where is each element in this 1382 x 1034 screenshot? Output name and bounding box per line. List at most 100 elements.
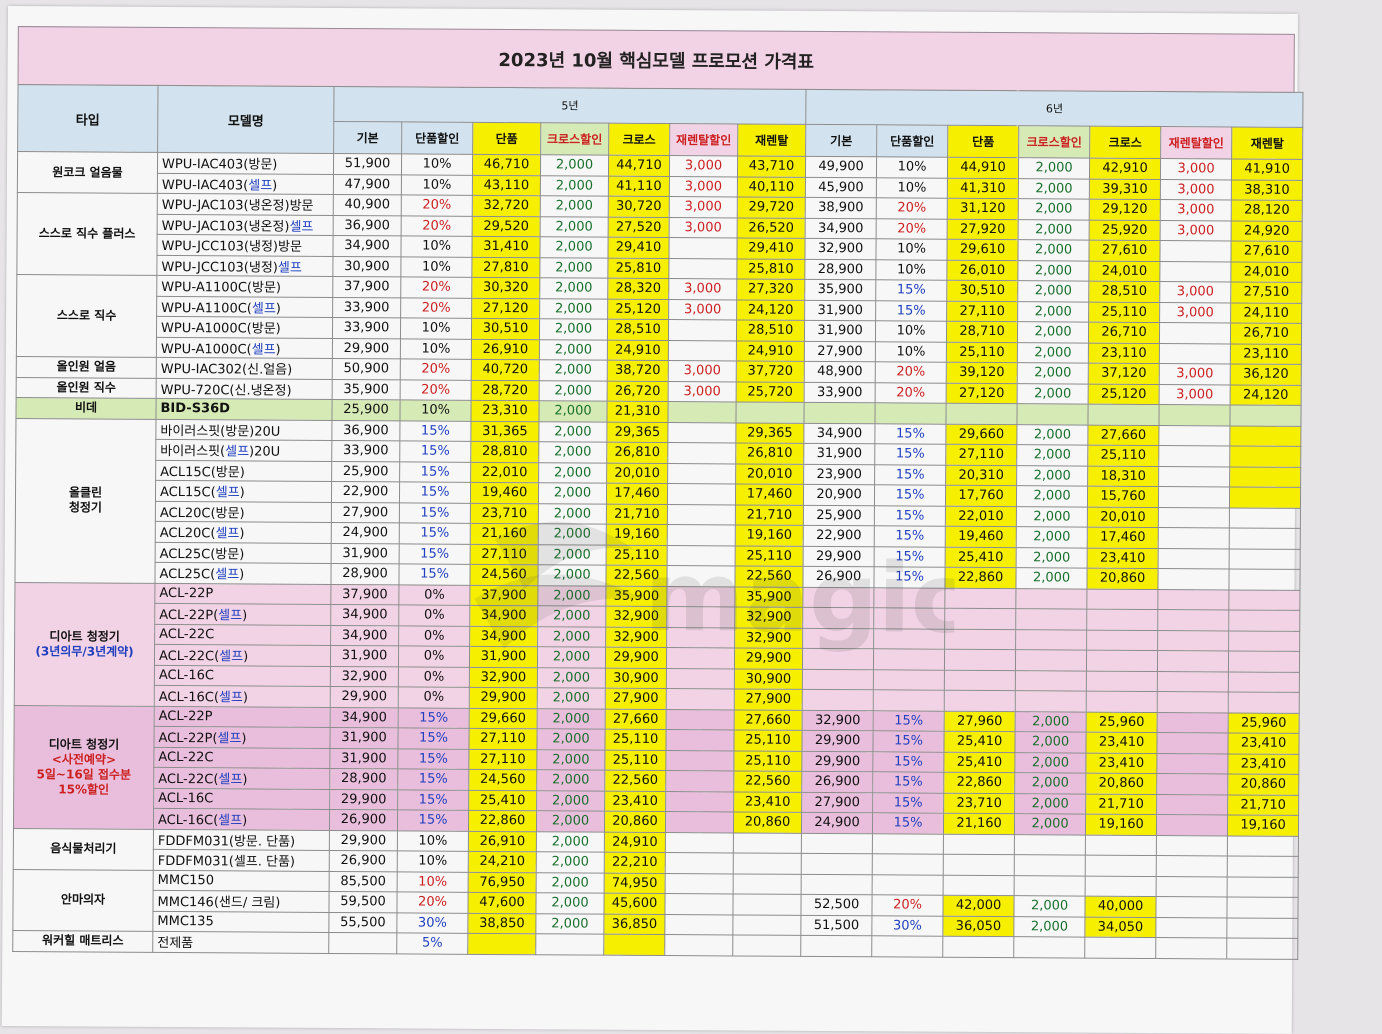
6y-cell-6: 23,410: [1228, 732, 1300, 754]
5y-cell-6: 22,560: [734, 565, 804, 587]
5y-cell-4: 21,310: [606, 401, 669, 423]
6y-cell-1: 20%: [876, 218, 948, 240]
5y-cell-2: 24,560: [468, 769, 537, 791]
5y-cell-0: 32,900: [330, 665, 399, 687]
type-label: 스스로 직수: [56, 308, 117, 323]
5y-cell-0: 29,900: [332, 337, 401, 359]
6y-cell-6: [1229, 466, 1301, 488]
model-name: ACL-16C(셀프): [154, 685, 331, 707]
self-marker: 셀프: [215, 567, 240, 583]
5y-cell-4: 27,520: [608, 216, 670, 238]
5y-cell-4: 29,365: [606, 421, 668, 443]
6y-cell-1: 15%: [875, 300, 947, 322]
5y-cell-5: [668, 340, 737, 361]
type-label: 비데: [74, 400, 98, 415]
self-marker: 셀프: [289, 219, 314, 235]
6y-cell-6: [1228, 650, 1300, 672]
5y-cell-0: 34,900: [332, 235, 402, 257]
6y-cell-2: 26,010: [946, 259, 1019, 281]
5y-cell-2: 47,600: [467, 892, 537, 914]
6y-cell-6: 28,120: [1231, 199, 1303, 221]
6y-cell-2: [944, 628, 1016, 650]
model-name: WPU-JAC103(냉온정)방문: [157, 193, 334, 215]
5y-cell-2: 24,210: [468, 851, 537, 873]
6y-cell-1: 20%: [876, 197, 948, 219]
5y-cell-5: [667, 483, 736, 505]
6y-cell-1: 15%: [872, 792, 944, 814]
type-label: 안마의자: [60, 892, 106, 907]
6y-cell-3: [1015, 670, 1087, 692]
6y-cell-2: 27,920: [947, 218, 1019, 240]
6y-cell-0: 31,900: [803, 443, 875, 465]
5y-cell-5: [667, 442, 736, 464]
type-cell: 올인원 얼음: [16, 356, 157, 378]
5y-cell-6: 43,710: [737, 155, 806, 177]
6y-cell-2: 30,510: [946, 280, 1018, 302]
5y-cell-6: 27,900: [734, 688, 803, 710]
6y-cell-0: 26,900: [801, 771, 873, 793]
5y-cell-0: 33,900: [332, 296, 401, 318]
type-cell: 올인원 직수: [16, 377, 157, 399]
5y-cell-1: 15%: [397, 809, 469, 831]
6y-cell-6: 20,860: [1227, 773, 1299, 795]
6y-cell-3: 2,000: [1017, 362, 1089, 384]
6y-cell-6: 27,510: [1230, 281, 1302, 303]
6y-cell-0: 31,900: [804, 299, 876, 321]
5y-cell-4: 29,410: [607, 237, 670, 259]
6y-cell-2: [944, 649, 1016, 671]
6y-cell-0: 32,900: [805, 238, 877, 260]
5y-cell-0: 31,900: [329, 727, 399, 749]
model-name: ACL-16C(셀프): [153, 808, 330, 830]
table-header: 타입 모델명 5년 6년 기본 단품할인 단품 크로스할인 크로스 재렌탈할인 재렌탈 기본 단…: [17, 84, 1304, 160]
5y-cell-6: [732, 893, 802, 915]
6y-cell-2: [944, 669, 1016, 691]
6y-cell-6: 27,610: [1231, 240, 1303, 262]
5y-cell-3: 2,000: [536, 851, 605, 873]
6y-cell-5: 3,000: [1160, 220, 1232, 241]
6y-cell-2: [944, 690, 1016, 712]
6y-cell-5: [1158, 466, 1230, 487]
5y-cell-2: 30,510: [471, 318, 540, 340]
6y-cell-4: [1088, 404, 1160, 426]
model-name: ACL-22C(셀프): [154, 644, 331, 666]
6y-cell-2: 44,910: [947, 157, 1019, 179]
6y-cell-5: [1158, 445, 1230, 467]
6y-cell-6: 41,910: [1231, 158, 1303, 180]
6y-cell-1: [873, 669, 945, 691]
5y-cell-5: [666, 627, 735, 648]
5y-cell-1: 15%: [399, 440, 471, 462]
5y-cell-5: [668, 237, 738, 259]
5y-cell-2: 32,900: [469, 666, 538, 688]
5y-cell-5: [665, 852, 734, 874]
6y-cell-3: 2,000: [1016, 465, 1088, 487]
5y-cell-6: 32,900: [734, 606, 803, 628]
5y-cell-4: 23,410: [604, 790, 666, 812]
6y-cell-3: 2,000: [1017, 321, 1089, 343]
model-name: WPU-JAC103(냉온정)셀프: [157, 213, 334, 236]
header-5y-col-2: 단품: [472, 122, 541, 155]
6y-cell-6: 24,110: [1230, 302, 1302, 324]
5y-cell-6: 35,900: [734, 586, 804, 608]
6y-cell-4: 24,010: [1088, 260, 1161, 282]
6y-cell-5: [1157, 691, 1229, 713]
5y-cell-6: 20,010: [735, 463, 804, 485]
6y-cell-6: [1228, 609, 1300, 631]
6y-cell-4: 25,110: [1088, 301, 1160, 323]
5y-cell-2: 22,860: [468, 810, 537, 832]
5y-cell-1: 10%: [401, 153, 473, 175]
6y-cell-4: 27,610: [1089, 240, 1161, 262]
6y-cell-4: [1086, 650, 1158, 672]
6y-cell-5: [1158, 486, 1230, 508]
6y-cell-1: 30%: [871, 915, 944, 937]
6y-cell-0: 28,900: [804, 258, 877, 280]
type-cell: 음식물처리기: [13, 828, 154, 870]
6y-cell-3: [1015, 608, 1087, 630]
5y-cell-3: 2,000: [536, 872, 605, 894]
6y-cell-2: 25,410: [945, 546, 1017, 568]
6y-cell-2: [942, 936, 1014, 958]
6y-cell-2: 25,410: [943, 751, 1016, 773]
5y-cell-6: 26,810: [735, 442, 804, 464]
6y-cell-3: [1015, 588, 1088, 610]
5y-cell-2: 28,720: [471, 379, 540, 401]
6y-cell-4: 34,050: [1084, 916, 1157, 938]
